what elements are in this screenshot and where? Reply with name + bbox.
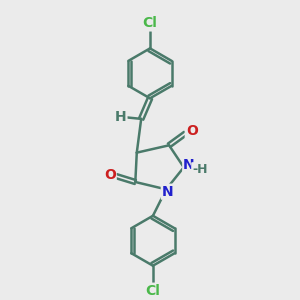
Text: O: O <box>186 124 198 138</box>
Text: Cl: Cl <box>146 284 160 298</box>
Text: O: O <box>104 168 116 182</box>
Text: Cl: Cl <box>142 16 158 30</box>
Text: N: N <box>183 158 195 172</box>
Text: N: N <box>162 185 173 199</box>
Text: H: H <box>115 110 126 124</box>
Text: -H: -H <box>192 163 208 176</box>
